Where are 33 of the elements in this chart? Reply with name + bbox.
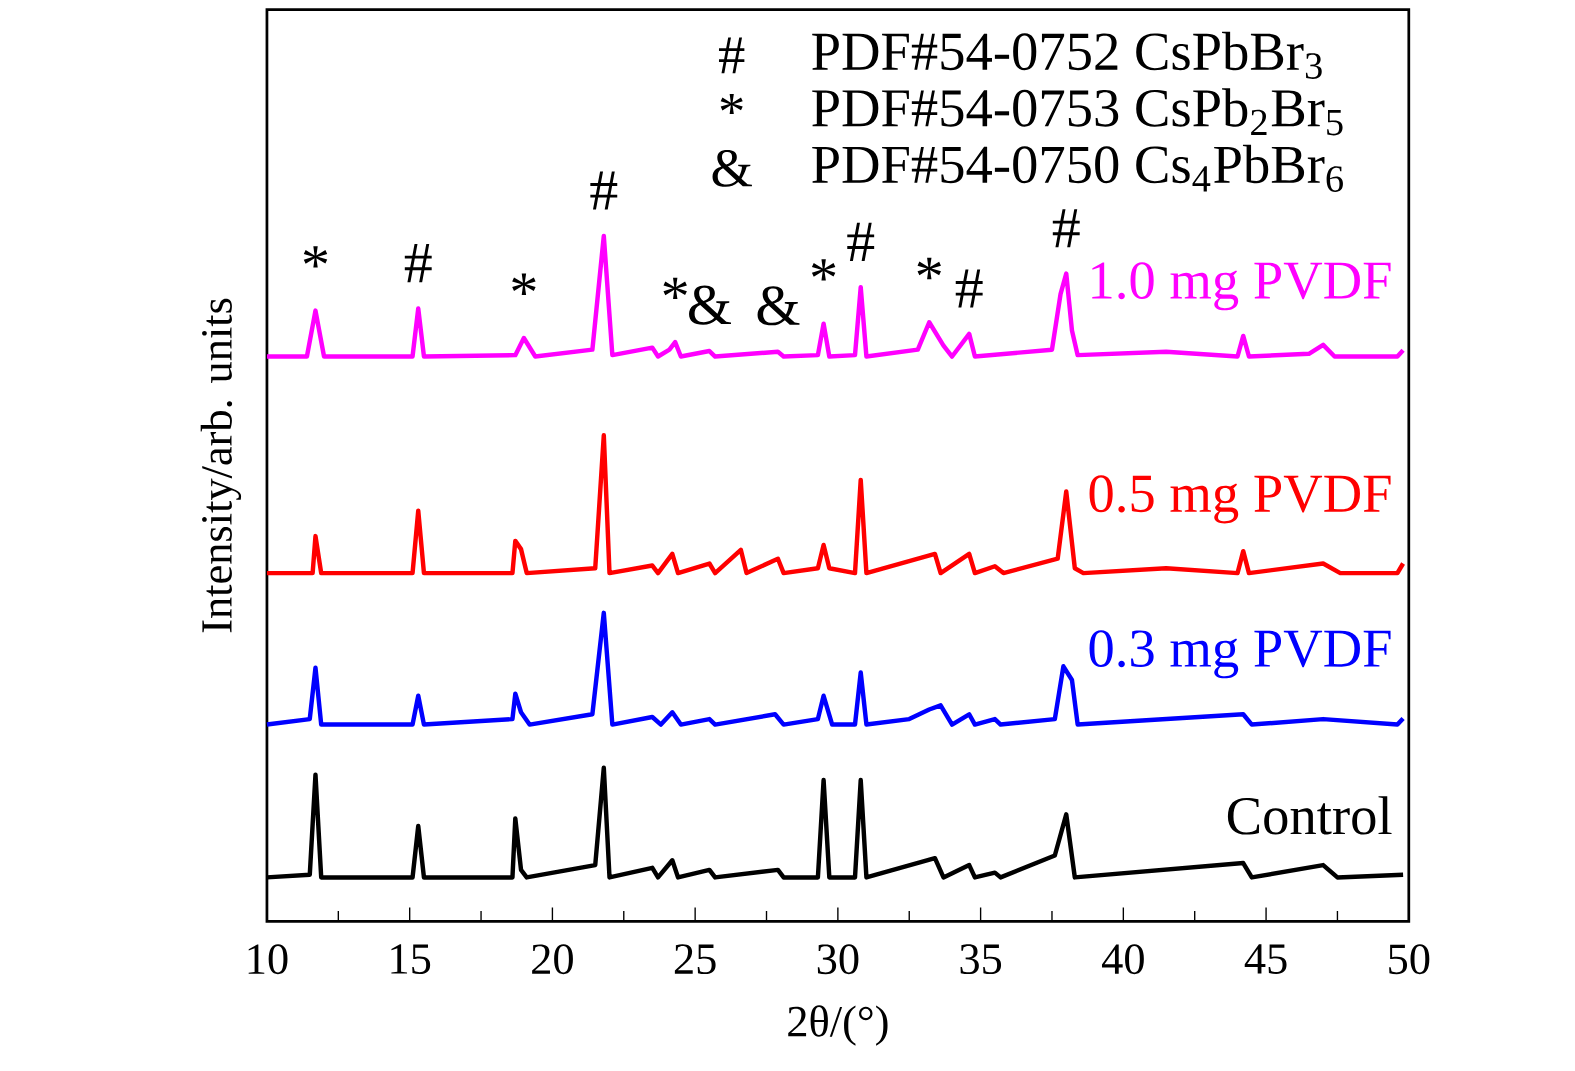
text: * bbox=[720, 93, 743, 114]
annotation: # bbox=[590, 171, 618, 210]
x-tick-label: 45 bbox=[1244, 944, 1287, 974]
annotation: * bbox=[917, 257, 941, 280]
annotation: * bbox=[663, 277, 687, 300]
series-label: Control bbox=[1227, 796, 1392, 835]
text: & bbox=[712, 149, 752, 187]
series-label: 0.3 mg PVDF bbox=[1089, 630, 1391, 679]
text: PDF#54-0752 CsPbBr$_{3}$ bbox=[812, 31, 1322, 79]
x-tick-label: 30 bbox=[817, 944, 859, 975]
annotation: # bbox=[955, 269, 983, 308]
annotation: * bbox=[303, 246, 328, 268]
annotation: & bbox=[757, 286, 800, 326]
x-tick-label: 15 bbox=[391, 944, 431, 975]
x-tick-label: 40 bbox=[1102, 944, 1144, 975]
x-tick-label: 25 bbox=[674, 944, 716, 975]
text: # bbox=[718, 37, 745, 74]
text: PDF#54-0753 CsPb$_{2}$Br$_{5}$ bbox=[812, 88, 1343, 136]
series-label: 0.5 mg PVDF bbox=[1089, 475, 1391, 524]
x-tick-label: 20 bbox=[532, 944, 573, 975]
text: PDF#54-0750 Cs$_{4}$PbBr$_{6}$ bbox=[812, 144, 1343, 192]
annotation: # bbox=[847, 222, 875, 261]
annotation: * bbox=[512, 273, 536, 295]
series-label: 1.0 mg PVDF bbox=[1092, 262, 1391, 311]
annotation: * bbox=[811, 259, 836, 281]
x-axis-title: 2θ/(°) bbox=[788, 1005, 888, 1046]
x-tick-label: 50 bbox=[1389, 944, 1430, 975]
y-axis-title: Intensity/arb. units bbox=[200, 298, 242, 633]
annotation: # bbox=[1052, 209, 1080, 248]
annotation: # bbox=[404, 244, 432, 283]
x-tick-label: 35 bbox=[960, 944, 1002, 975]
annotation: & bbox=[689, 285, 731, 325]
x-tick-label: 10 bbox=[248, 944, 288, 975]
